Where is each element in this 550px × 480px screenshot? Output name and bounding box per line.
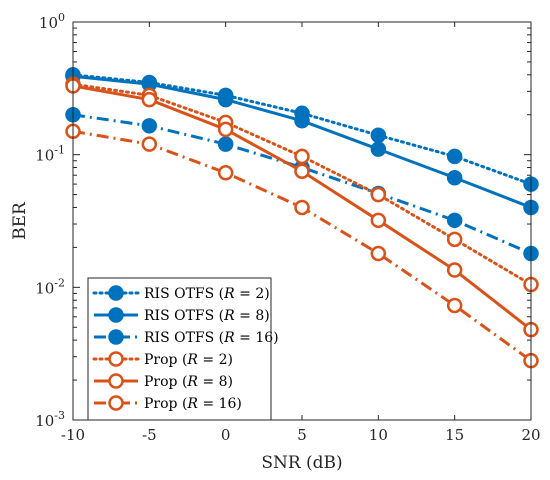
data-point <box>294 148 310 165</box>
x-axis-label: SNR (dB) <box>261 453 342 473</box>
data-point <box>217 165 234 181</box>
data-point <box>446 262 463 278</box>
tick-labels: -10 -5 0 5 10 15 20 100 10-1 10-2 10-3 <box>35 11 540 444</box>
legend-item: Prop (R = 8) <box>94 373 233 390</box>
legend-marker <box>108 285 124 301</box>
data-point <box>294 113 310 129</box>
x-tick-label: 0 <box>221 426 231 444</box>
legend-item: RIS OTFS (R = 16) <box>94 329 279 346</box>
legend-label: RIS OTFS (R = 2) <box>144 286 270 302</box>
data-point <box>141 118 158 134</box>
y-tick-label: 10-2 <box>35 276 65 297</box>
x-tick-label: -10 <box>61 426 85 444</box>
legend-marker <box>108 329 124 345</box>
data-point <box>370 212 387 229</box>
data-point <box>141 91 158 108</box>
series-2 <box>65 68 539 216</box>
y-axis-label: BER <box>10 201 30 240</box>
legend-label: Prop (R = 2) <box>144 352 233 368</box>
x-tick-label: 20 <box>521 426 540 444</box>
data-point <box>217 136 234 152</box>
data-point <box>370 245 387 262</box>
legend-label: Prop (R = 8) <box>144 374 233 390</box>
x-tick-label: 5 <box>297 426 307 444</box>
legend-item: Prop (R = 16) <box>94 395 242 412</box>
data-point <box>141 136 158 152</box>
plot-frame <box>72 21 532 421</box>
legend-marker <box>108 307 124 323</box>
x-tick-label: 15 <box>445 426 464 444</box>
data-point <box>217 91 234 108</box>
series-6 <box>65 123 539 369</box>
data-point <box>370 141 387 157</box>
data-point <box>217 121 234 138</box>
data-point <box>370 186 387 203</box>
data-point <box>294 199 310 216</box>
data-point <box>294 163 310 179</box>
legend: RIS OTFS (R = 2) RIS OTFS (R = 8) RIS OTFS… <box>87 277 279 421</box>
legend-item: Prop (R = 2) <box>92 351 233 368</box>
data-point <box>446 169 463 186</box>
legend-label: Prop (R = 16) <box>144 396 242 412</box>
x-tick-label: 10 <box>369 426 388 444</box>
legend-item: RIS OTFS (R = 8) <box>94 307 270 324</box>
x-tick-label: -5 <box>142 426 157 444</box>
data-point <box>446 297 463 314</box>
y-tick-label: 10-1 <box>35 144 65 165</box>
legend-item: RIS OTFS (R = 2) <box>92 285 270 302</box>
legend-label: RIS OTFS (R = 16) <box>144 330 279 346</box>
y-tick-label: 10-3 <box>35 409 65 430</box>
legend-label: RIS OTFS (R = 8) <box>144 308 270 324</box>
data-point <box>446 231 463 248</box>
legend-marker <box>108 351 124 367</box>
data-point <box>446 212 463 229</box>
y-tick-label: 100 <box>39 11 65 32</box>
data-point <box>370 127 387 144</box>
legend-marker <box>108 373 124 389</box>
legend-marker <box>108 395 124 411</box>
data-point <box>446 148 463 165</box>
